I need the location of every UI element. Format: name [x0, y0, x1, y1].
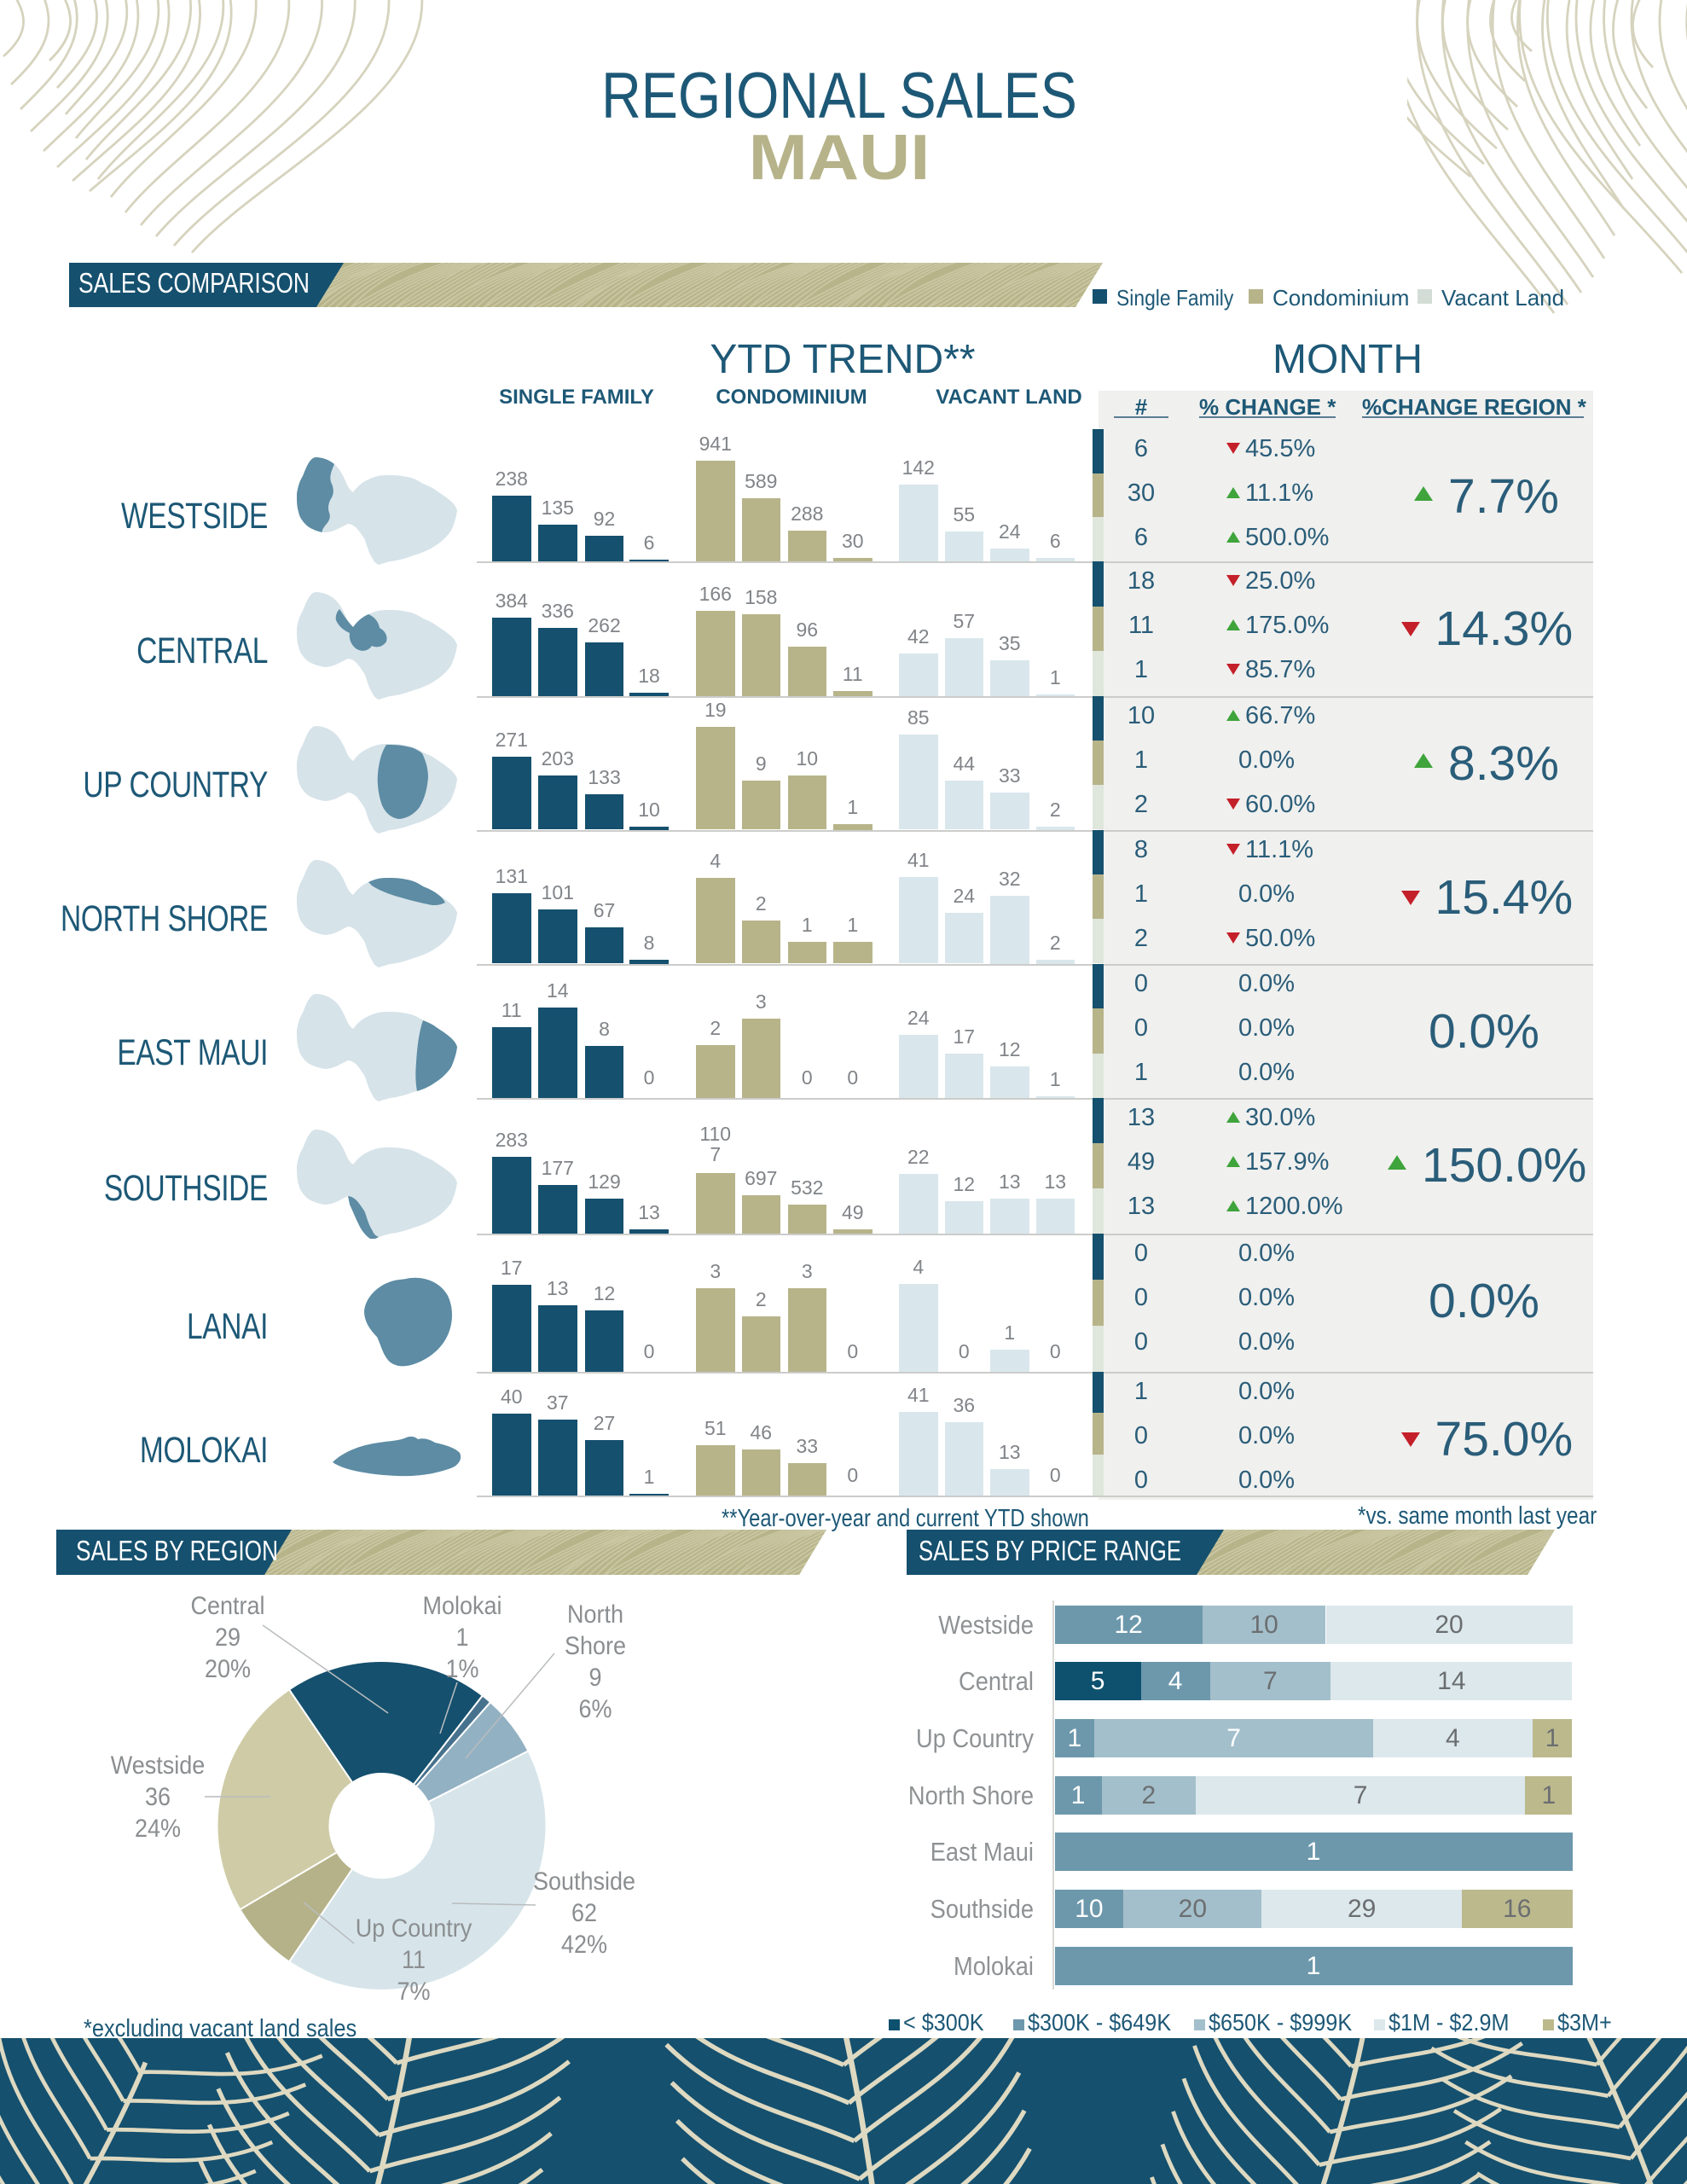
- svg-text:SALES COMPARISON: SALES COMPARISON: [78, 267, 310, 299]
- svg-text:SALES BY REGION: SALES BY REGION: [76, 1535, 278, 1566]
- svg-text:SALES BY PRICE RANGE: SALES BY PRICE RANGE: [919, 1535, 1181, 1566]
